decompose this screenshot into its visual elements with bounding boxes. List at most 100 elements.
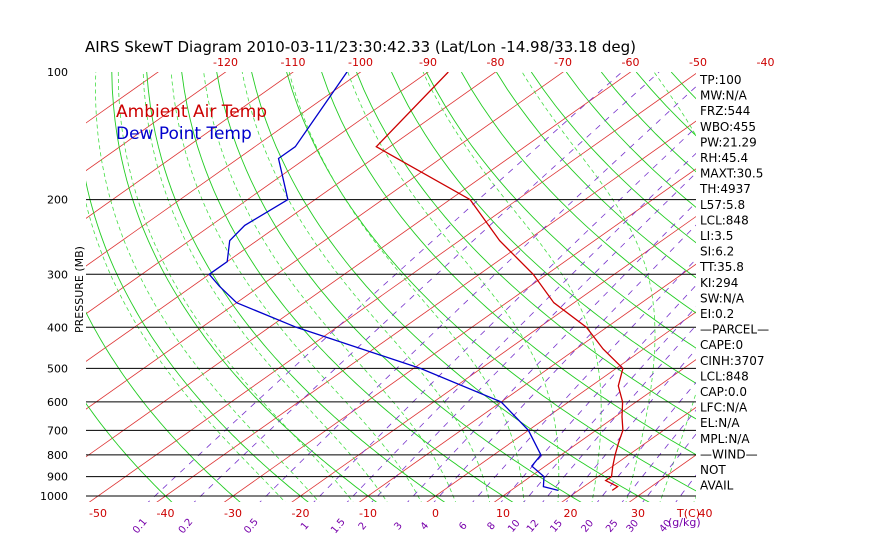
mixing-ratio-unit: (g/kg) [668, 516, 701, 529]
series-line-ambient-air-temp [375, 72, 624, 491]
top-temp-tick-label: -60 [622, 56, 640, 69]
moist-adiabat-line [86, 201, 286, 502]
sounding-series [208, 72, 624, 492]
index-entry: SW:N/A [700, 291, 745, 305]
dry-adiabat-line [391, 72, 696, 384]
bottom-temp-tick-label: 10 [496, 507, 510, 520]
index-entry: EL:N/A [700, 416, 740, 430]
isotherm-line [760, 63, 870, 505]
mixing-ratio-line [346, 152, 696, 502]
legend-dew-point-temp: Dew Point Temp [116, 124, 252, 144]
moist-adiabat-line [521, 72, 656, 502]
legend-ambient-air-temp: Ambient Air Temp [116, 102, 267, 122]
index-entry: PW:21.29 [700, 135, 757, 149]
dry-adiabat-line [426, 72, 696, 349]
index-entry: CAP:0.0 [700, 385, 747, 399]
pressure-tick-label: 500 [47, 362, 68, 375]
dry-adiabat-line [811, 72, 870, 505]
moist-adiabat-line [142, 72, 388, 502]
dry-adiabat-line [321, 72, 696, 456]
mixing-ratio-tick-label: 1 [299, 520, 312, 532]
mixing-ratio-tick-label: 0.2 [177, 517, 196, 536]
dry-adiabat-line [741, 72, 870, 505]
mixing-ratio-tick-label: 25 [604, 518, 621, 535]
mixing-ratio-line [193, 72, 660, 502]
moist-adiabat-line [288, 72, 525, 502]
bottom-temp-tick-label: -40 [157, 507, 175, 520]
isotherm-line [86, 72, 294, 219]
mixing-ratio-tick-label: 4 [419, 520, 432, 532]
mixing-ratio-tick-label: 20 [579, 518, 596, 535]
index-entry: MAXT:30.5 [700, 167, 763, 181]
mixing-ratio-line [313, 126, 696, 502]
mixing-ratio-line [472, 258, 696, 502]
isotherm-line [86, 72, 497, 362]
mixing-ratio-lines [147, 72, 696, 502]
isotherm-line [561, 406, 696, 502]
index-entry: EI:0.2 [700, 307, 734, 321]
isotherm-line [88, 72, 696, 502]
moist-adiabat-line [241, 72, 491, 502]
mixing-ratio-tick-label: 0.5 [242, 517, 261, 536]
mixing-ratio-line [565, 348, 696, 502]
moist-adiabat-line [117, 72, 354, 502]
mixing-ratio-line [597, 381, 696, 502]
top-temp-tick-label: -90 [419, 56, 437, 69]
top-temp-tick-label: -50 [689, 56, 707, 69]
top-temp-tick-label: -110 [281, 56, 306, 69]
pressure-tick-label: 800 [47, 449, 68, 462]
pressure-tick-label: 200 [47, 194, 68, 207]
isotherm-line [86, 72, 564, 410]
pressure-tick-label: 900 [47, 471, 68, 484]
bottom-temp-tick-label: 40 [699, 507, 713, 520]
mixing-ratio-tick-label: 3 [392, 520, 405, 532]
isotherm-line [86, 72, 632, 458]
top-temp-tick-label: -40 [757, 56, 775, 69]
bottom-temp-tick-label: 20 [564, 507, 578, 520]
mixing-ratio-tick-label: 0.1 [131, 517, 150, 536]
index-entry: FRZ:544 [700, 104, 750, 118]
legend: Ambient Air Temp Dew Point Temp [116, 102, 267, 144]
index-entry: LI:3.5 [700, 229, 733, 243]
moist-adiabat-line [95, 72, 320, 502]
top-temperature-tick-labels: -120 -110 -100 -90 -80 -70 -60 -50 -40 [213, 56, 774, 69]
dry-adiabat-line [846, 72, 870, 505]
mixing-ratio-line [259, 86, 696, 502]
mixing-ratio-tick-label: 6 [457, 520, 470, 532]
index-entry: KI:294 [700, 276, 738, 290]
isotherm-line [426, 311, 696, 502]
bottom-temp-tick-label: 0 [432, 507, 439, 520]
pressure-tick-label: 700 [47, 424, 68, 437]
isotherm-line [86, 72, 227, 172]
dry-adiabat-line [776, 72, 870, 505]
pressure-tick-label: 600 [47, 396, 68, 409]
moist-adiabat-line [653, 72, 696, 502]
index-entry: CINH:3707 [700, 354, 765, 368]
index-entry: MW:N/A [700, 89, 748, 103]
bottom-temp-tick-label: -10 [359, 507, 377, 520]
dry-adiabat-line [461, 72, 696, 314]
mixing-ratio-tick-labels: 0.1 0.2 0.5 1 1.5 2 3 4 6 8 10 12 15 20 25 30 40 [131, 517, 674, 536]
index-entry: TP:100 [699, 73, 742, 87]
dry-adiabat-line [181, 72, 514, 502]
isotherm-line [86, 72, 429, 315]
isotherm-line [291, 216, 696, 502]
pressure-tick-label: 1000 [40, 490, 68, 503]
bottom-temp-tick-label: -50 [89, 507, 107, 520]
bottom-temp-tick-label: -30 [224, 507, 242, 520]
mixing-ratio-tick-label: 10 [506, 518, 523, 535]
moist-adiabat-line [422, 72, 602, 502]
mixing-ratio-tick-label: 30 [625, 518, 642, 535]
dry-adiabat-line [86, 402, 173, 502]
index-entry: TT:35.8 [699, 260, 744, 274]
bottom-temp-tick-label: 30 [631, 507, 645, 520]
index-entry: MPL:N/A [700, 432, 750, 446]
isotherm-line [86, 72, 362, 267]
isotherm-line [493, 359, 696, 502]
moist-adiabat-lines [86, 72, 696, 502]
dry-adiabat-line [86, 311, 241, 502]
bottom-temperature-tick-labels: -50 -40 -30 -20 -10 0 10 20 30 40 [89, 507, 712, 520]
pressure-tick-label: 100 [47, 66, 68, 79]
isobar-lines [86, 199, 696, 497]
